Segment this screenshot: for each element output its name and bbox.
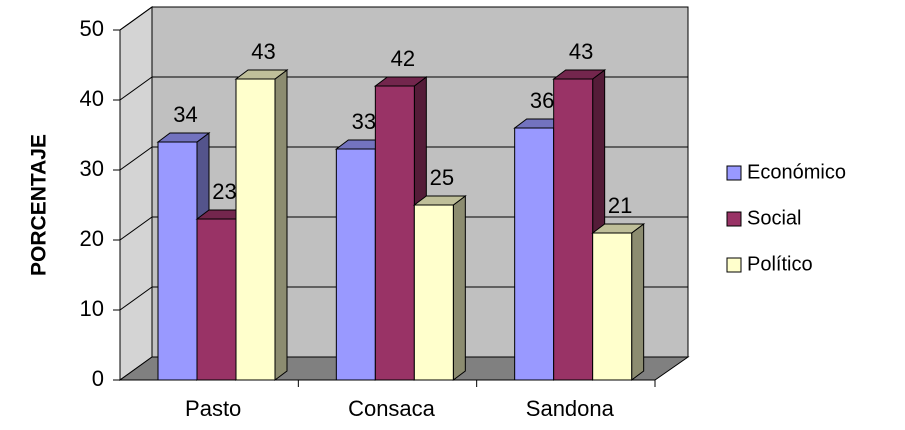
grid-line [119,216,688,241]
x-tick-label: Pasto [185,396,241,421]
legend-swatch [726,211,742,227]
bar [235,78,276,381]
legend-label: Económico [747,161,846,183]
y-tick-label: 0 [92,366,104,391]
bar [335,148,376,381]
legend-swatch [726,165,742,181]
grid-line [119,286,688,311]
bar [413,204,454,381]
bar [514,127,555,381]
bar [553,78,594,381]
bar-side [452,195,466,381]
bar [374,85,415,381]
value-label: 33 [352,109,376,134]
x-tick-label: Sandona [526,396,615,421]
grid-line [119,6,688,31]
legend-label: Social [747,207,801,229]
bar-side [631,223,645,381]
value-label: 42 [391,46,415,71]
y-tick-label: 50 [80,16,104,41]
value-label: 25 [430,165,454,190]
y-tick-label: 20 [80,226,104,251]
bar-side [274,69,288,381]
y-tick-label: 40 [80,86,104,111]
value-label: 43 [251,39,275,64]
x-tick-label: Consaca [348,396,436,421]
bar [196,218,237,381]
value-label: 43 [569,39,593,64]
y-axis-title: PORCENTAJE [28,134,51,276]
legend-label: Político [747,253,813,275]
legend-swatch [726,257,742,273]
grid-line [119,146,688,171]
y-tick-label: 10 [80,296,104,321]
bar [592,232,633,381]
value-label: 34 [173,102,197,127]
value-label: 21 [608,193,632,218]
value-label: 23 [212,179,236,204]
y-tick-label: 30 [80,156,104,181]
bar [157,141,198,381]
grid-line [119,76,688,101]
value-label: 36 [530,88,554,113]
side-wall [119,6,153,381]
